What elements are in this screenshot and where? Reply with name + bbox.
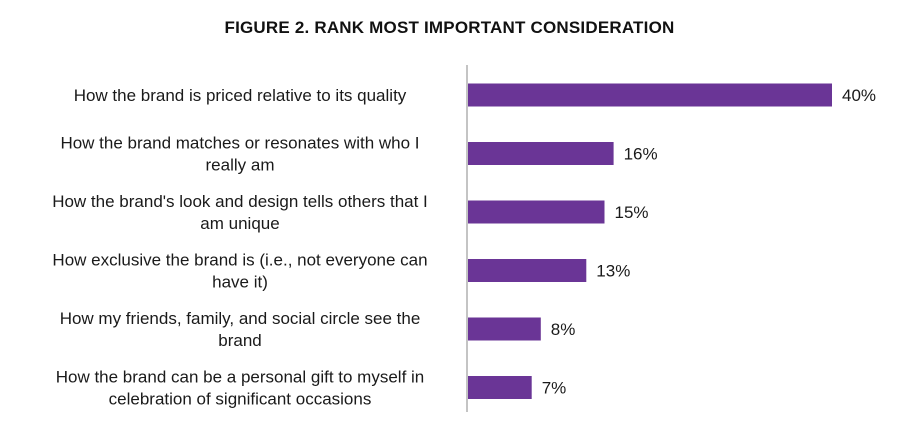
category-label: How the brand matches or resonates with … [60,134,419,175]
category-label: How the brand can be a personal gift to … [56,368,425,409]
data-label: 13% [596,262,630,281]
data-label: 7% [542,379,567,398]
bar [468,317,541,341]
data-label: 40% [842,86,876,105]
category-label: How exclusive the brand is (i.e., not ev… [52,251,427,292]
bar [468,259,587,282]
category-label: How my friends, family, and social circl… [60,309,421,350]
bar [468,142,614,165]
bar [468,376,532,399]
bar [468,83,832,107]
data-label: 16% [624,145,658,164]
chart-title: FIGURE 2. RANK MOST IMPORTANT CONSIDERAT… [224,18,675,37]
category-label: How the brand is priced relative to its … [74,86,407,105]
data-label: 15% [615,203,649,222]
bar [468,200,605,224]
data-label: 8% [551,320,576,339]
category-label: How the brand's look and design tells ot… [52,192,428,233]
